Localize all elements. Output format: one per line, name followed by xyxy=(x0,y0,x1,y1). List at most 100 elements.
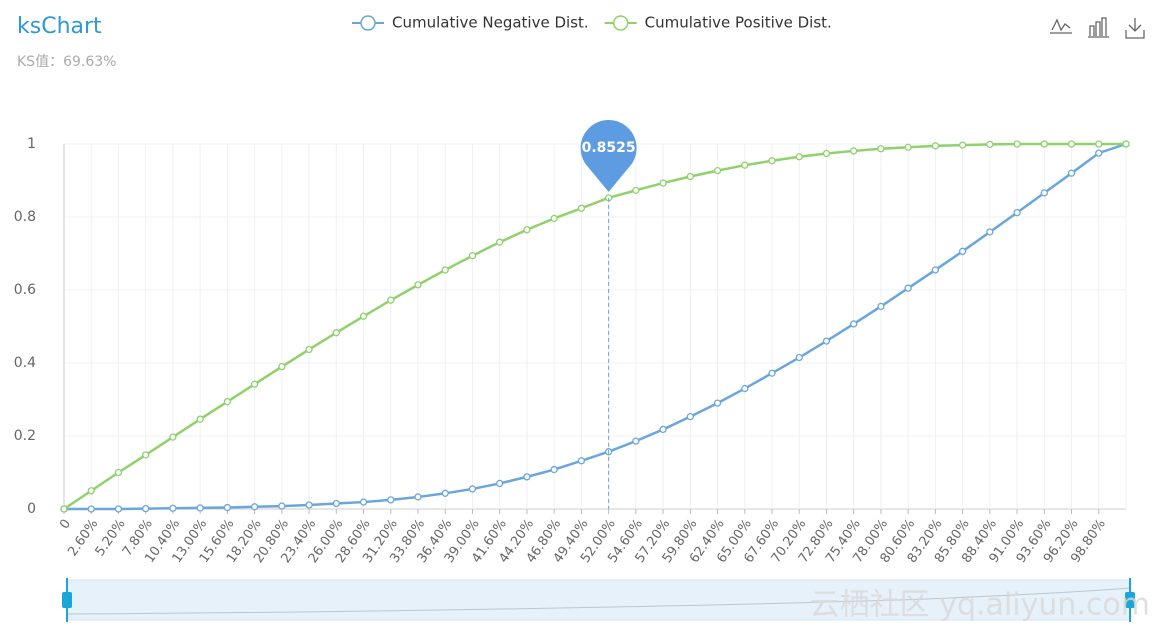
data-point xyxy=(278,362,286,371)
download-icon[interactable] xyxy=(1125,18,1145,39)
mark-label: 0.8525 xyxy=(582,140,636,156)
data-point xyxy=(931,266,940,274)
watermark: 云栖社区 yq.aliyun.com xyxy=(810,588,1150,623)
data-point xyxy=(768,157,776,165)
data-point xyxy=(904,284,912,292)
data-point xyxy=(169,504,177,512)
data-point xyxy=(1095,149,1103,157)
y-tick-label: 0.2 xyxy=(14,428,36,444)
data-point xyxy=(1013,140,1021,148)
data-point xyxy=(359,498,368,506)
legend-label: Cumulative Negative Dist. xyxy=(392,14,589,32)
zoom-handle-left[interactable] xyxy=(62,592,72,608)
data-point xyxy=(632,186,640,195)
data-point xyxy=(196,415,204,423)
legend-marker xyxy=(360,15,376,31)
zoom-handle-right[interactable] xyxy=(1125,592,1135,608)
data-point xyxy=(986,228,994,236)
data-point xyxy=(904,143,912,151)
data-point xyxy=(87,505,95,513)
data-point xyxy=(223,503,232,512)
data-point xyxy=(468,485,477,493)
data-point xyxy=(414,493,422,501)
data-point xyxy=(850,320,858,328)
zoom-track[interactable] xyxy=(66,579,1131,621)
data-point xyxy=(577,204,586,212)
data-point xyxy=(822,149,831,158)
data-point xyxy=(60,505,68,513)
data-point xyxy=(305,501,313,509)
legend-item: Cumulative Positive Dist. xyxy=(604,14,832,32)
data-point xyxy=(795,353,803,362)
x-tick-label: 0 xyxy=(57,517,74,532)
chart-subtitle: KS值：69.63% xyxy=(17,54,116,70)
data-point xyxy=(768,369,776,377)
legend-marker xyxy=(612,15,629,31)
y-tick-label: 0.4 xyxy=(14,355,36,371)
data-point xyxy=(1067,169,1076,177)
data-point xyxy=(877,145,885,153)
data-point xyxy=(931,142,940,150)
data-point xyxy=(387,296,395,304)
data-point xyxy=(686,172,694,181)
data-point xyxy=(877,302,885,311)
data-point xyxy=(1040,140,1048,148)
data-point xyxy=(359,312,368,320)
data-point xyxy=(550,214,558,223)
mark-pin xyxy=(580,120,637,192)
data-zoom[interactable] xyxy=(62,578,1135,622)
data-point xyxy=(142,504,150,513)
series-line xyxy=(64,142,1127,511)
data-point xyxy=(577,457,586,465)
data-point xyxy=(958,141,967,149)
toolbox[interactable] xyxy=(1050,17,1145,39)
data-point xyxy=(686,413,694,421)
data-point xyxy=(305,345,313,354)
data-point xyxy=(1095,140,1103,148)
y-tick-label: 0 xyxy=(27,501,36,517)
y-tick-label: 0.6 xyxy=(14,282,36,298)
data-point xyxy=(795,153,803,161)
data-point xyxy=(441,489,449,497)
data-point xyxy=(1067,140,1076,148)
grid xyxy=(64,143,1127,510)
data-point xyxy=(278,502,286,510)
series-line xyxy=(63,142,1126,511)
chart-title: ksChart xyxy=(17,14,102,39)
legend-item: Cumulative Negative Dist. xyxy=(352,14,589,32)
y-tick-label: 0.8 xyxy=(14,209,36,225)
data-point xyxy=(659,179,667,187)
data-point xyxy=(1013,208,1021,217)
data-point xyxy=(986,140,994,149)
data-point xyxy=(414,281,422,289)
data-point xyxy=(332,499,340,508)
data-point xyxy=(1040,189,1048,197)
zoom-preview xyxy=(66,587,1131,615)
data-point xyxy=(713,166,722,175)
data-point xyxy=(713,399,722,407)
data-point xyxy=(550,465,558,474)
data-point xyxy=(387,496,395,504)
bar-icon[interactable] xyxy=(1088,17,1109,38)
data-point xyxy=(741,161,749,169)
data-point xyxy=(114,505,123,513)
data-point xyxy=(332,329,340,337)
line-icon[interactable] xyxy=(1050,18,1072,34)
data-point xyxy=(496,238,504,246)
data-point xyxy=(250,380,259,388)
data-point xyxy=(523,226,531,234)
data-point xyxy=(1122,140,1130,148)
data-point xyxy=(250,503,259,511)
data-point xyxy=(496,479,504,488)
data-point xyxy=(142,451,150,459)
data-point xyxy=(523,473,531,481)
data-point xyxy=(169,433,177,441)
legend-label: Cumulative Positive Dist. xyxy=(645,14,832,32)
data-point xyxy=(468,252,477,260)
data-point xyxy=(223,398,232,406)
data-point xyxy=(822,337,831,345)
data-point xyxy=(659,425,667,434)
data-point xyxy=(196,504,204,512)
